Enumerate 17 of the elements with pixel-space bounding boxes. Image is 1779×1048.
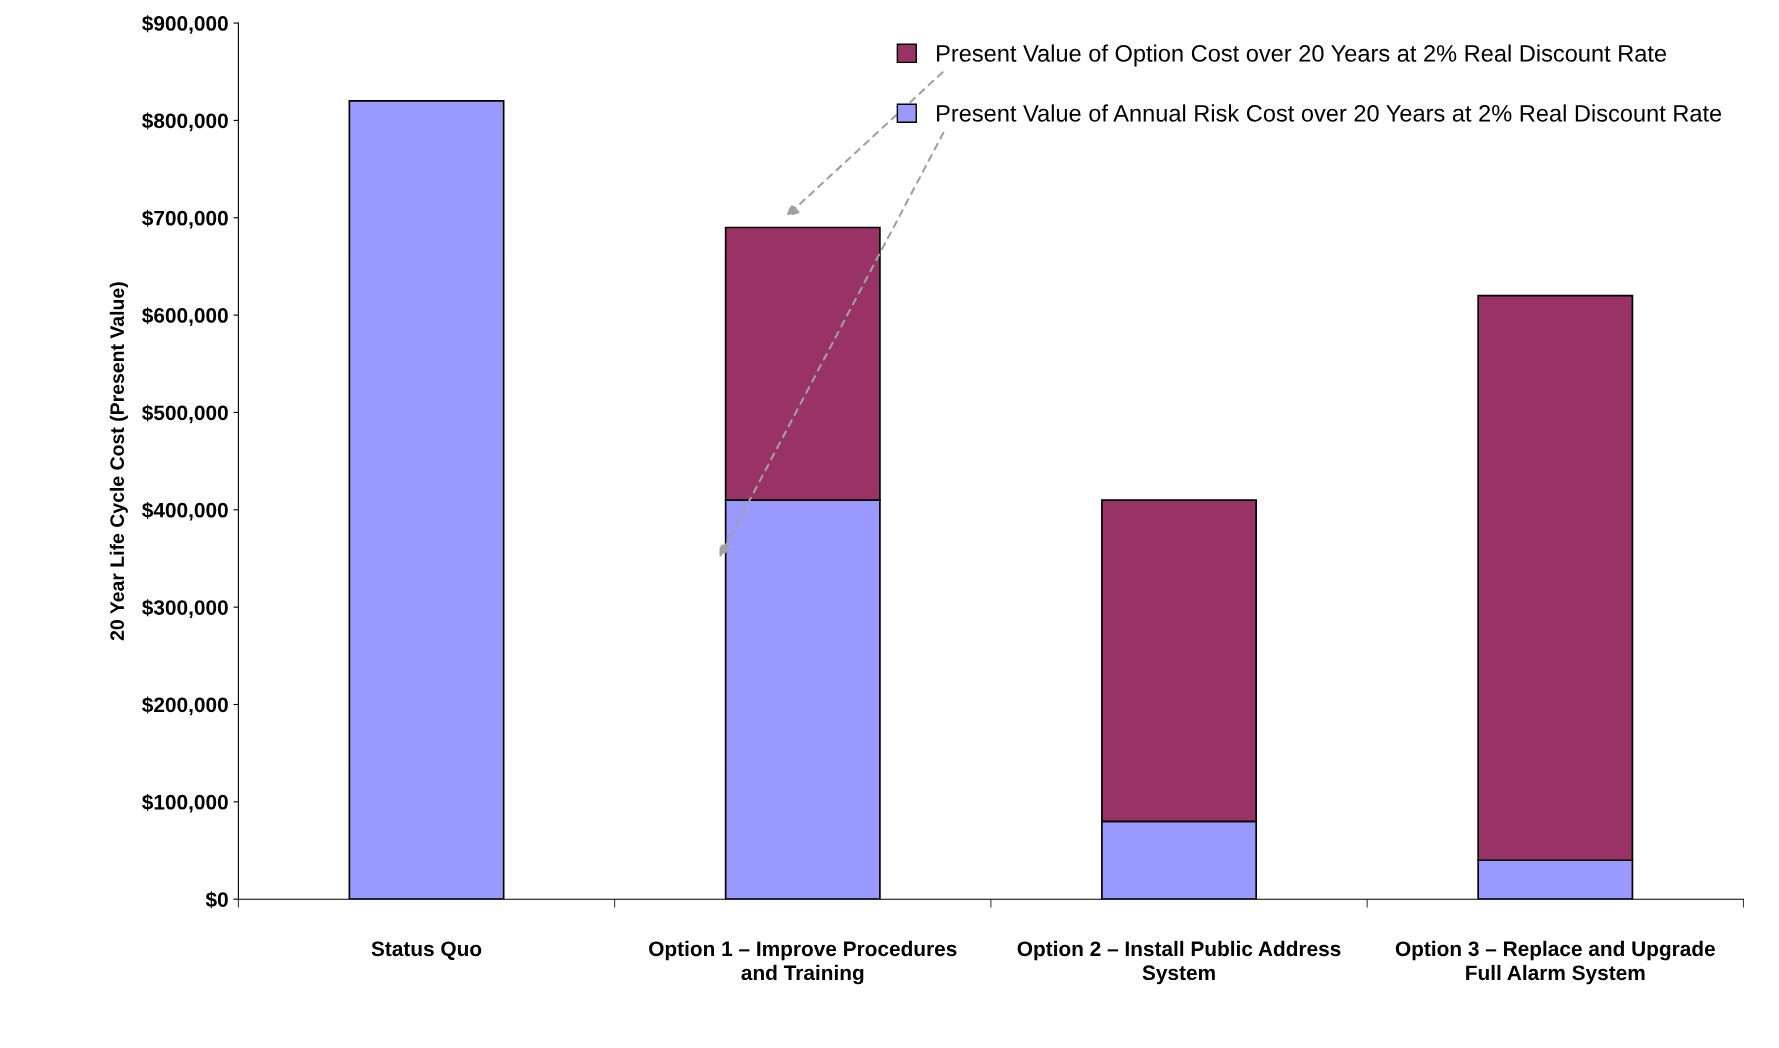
y-tick-label: $600,000 xyxy=(142,307,228,326)
x-tick-label: Option 1 – Improve Procedures and Training xyxy=(649,940,957,985)
y-tick-label: $500,000 xyxy=(142,404,228,424)
y-tick-label: $400,000 xyxy=(142,501,228,521)
x-tick-label: Option 2 – Install Public Address System xyxy=(1017,940,1341,985)
y-axis-title: 20 Year Life Cycle Cost (Present Value) xyxy=(109,282,128,641)
x-tick-label: Option 3 – Replace and Upgrade Full Alarm System xyxy=(1395,940,1715,985)
y-tick-label: $300,000 xyxy=(142,599,228,618)
legend-label: Present Value of Annual Risk Cost over 20 Years at 2% Real Discount Rate xyxy=(937,104,1722,122)
y-tick-label: $200,000 xyxy=(142,696,228,716)
y-tick-label: $0 xyxy=(205,891,228,909)
y-tick-label: $900,000 xyxy=(142,15,228,34)
y-tick-label: $100,000 xyxy=(142,793,228,813)
y-tick-label: $700,000 xyxy=(142,209,228,229)
x-tick-label: Status Quo xyxy=(371,941,482,961)
y-tick-label: $800,000 xyxy=(142,112,228,132)
legend-label: Present Value of Option Cost over 20 Years at 2% Real Discount Rate xyxy=(937,44,1667,67)
